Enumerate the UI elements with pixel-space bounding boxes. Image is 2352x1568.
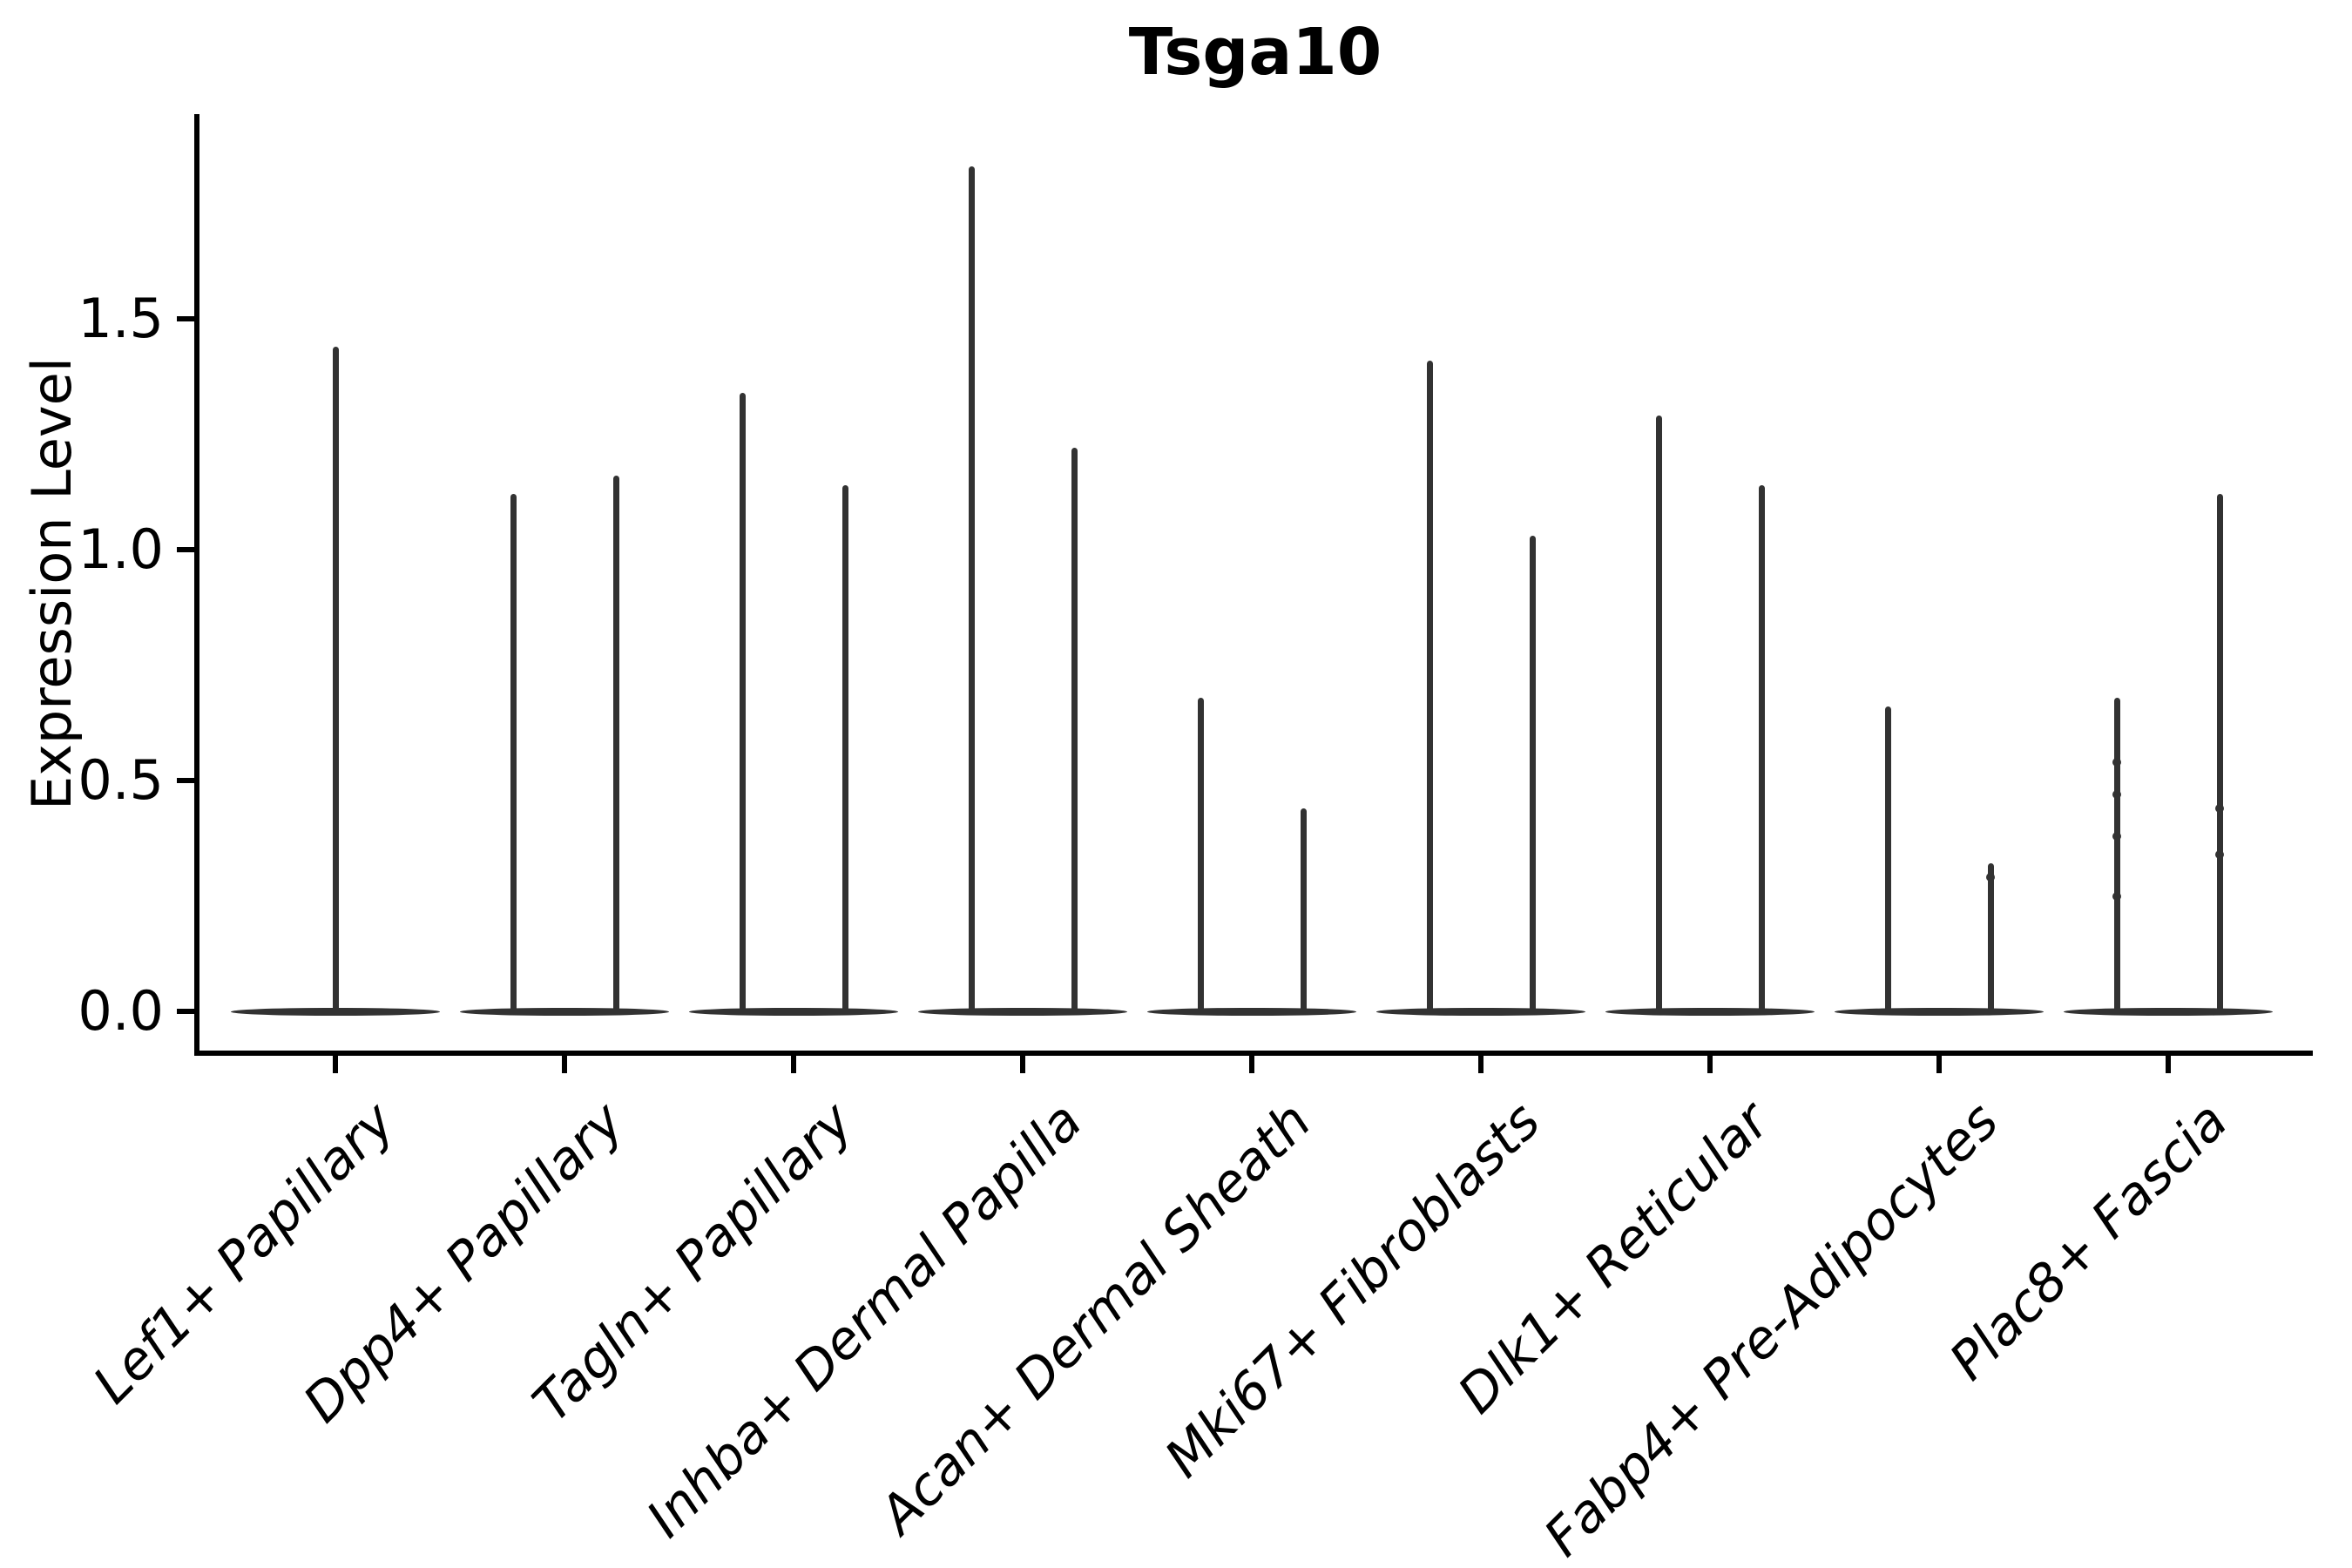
y-tick-label: 1.5 xyxy=(78,287,164,350)
violin-spike xyxy=(1301,808,1307,1015)
violin-spike xyxy=(613,476,619,1015)
y-axis-spine xyxy=(194,114,199,1056)
y-tick-label: 0.5 xyxy=(78,748,164,812)
violin-spike xyxy=(1988,863,1994,1015)
violin-spike xyxy=(969,166,975,1015)
violin-baseline xyxy=(1605,1008,1815,1016)
violin-spike xyxy=(1198,697,1204,1015)
violin-baseline xyxy=(689,1008,898,1016)
x-tick xyxy=(2166,1056,2171,1073)
violin-spike xyxy=(1427,360,1433,1015)
violin-baseline xyxy=(460,1008,669,1016)
violin-spike xyxy=(1885,706,1891,1015)
violin-spike xyxy=(842,484,848,1015)
chart-title: Tsga10 xyxy=(1128,15,1382,90)
violin-spike xyxy=(510,494,517,1015)
violin-spike xyxy=(2114,697,2120,1015)
violin-spike xyxy=(1656,416,1662,1015)
expression-dot xyxy=(2112,789,2121,799)
violin-spike xyxy=(333,346,339,1015)
x-tick xyxy=(1020,1056,1025,1073)
violin-baseline xyxy=(1376,1008,1585,1016)
expression-dot xyxy=(2112,831,2121,841)
violin-spike xyxy=(2217,494,2223,1015)
expression-dot xyxy=(2112,757,2121,767)
violin-spike xyxy=(1071,448,1078,1015)
violin-spike xyxy=(1759,484,1765,1015)
x-tick xyxy=(333,1056,338,1073)
x-tick xyxy=(1478,1056,1484,1073)
x-tick xyxy=(1707,1056,1713,1073)
y-tick xyxy=(177,1009,194,1014)
violin-spike xyxy=(1530,536,1536,1015)
x-tick xyxy=(562,1056,567,1073)
violin-baseline xyxy=(2064,1008,2273,1016)
x-tick xyxy=(1249,1056,1254,1073)
expression-dot xyxy=(2215,849,2224,859)
x-tick xyxy=(791,1056,796,1073)
y-tick-label: 1.0 xyxy=(78,517,164,581)
expression-dot xyxy=(2215,803,2224,813)
expression-dot xyxy=(1986,873,1995,882)
violin-baseline xyxy=(918,1008,1127,1016)
expression-dot xyxy=(2112,891,2121,901)
y-tick xyxy=(177,316,194,321)
x-tick xyxy=(1936,1056,1942,1073)
violin-spike xyxy=(740,392,746,1015)
x-axis-spine xyxy=(194,1051,2313,1056)
violin-baseline xyxy=(1835,1008,2044,1016)
y-tick xyxy=(177,547,194,552)
violin-baseline xyxy=(1147,1008,1356,1016)
y-tick xyxy=(177,778,194,783)
y-tick-label: 0.0 xyxy=(78,979,164,1043)
